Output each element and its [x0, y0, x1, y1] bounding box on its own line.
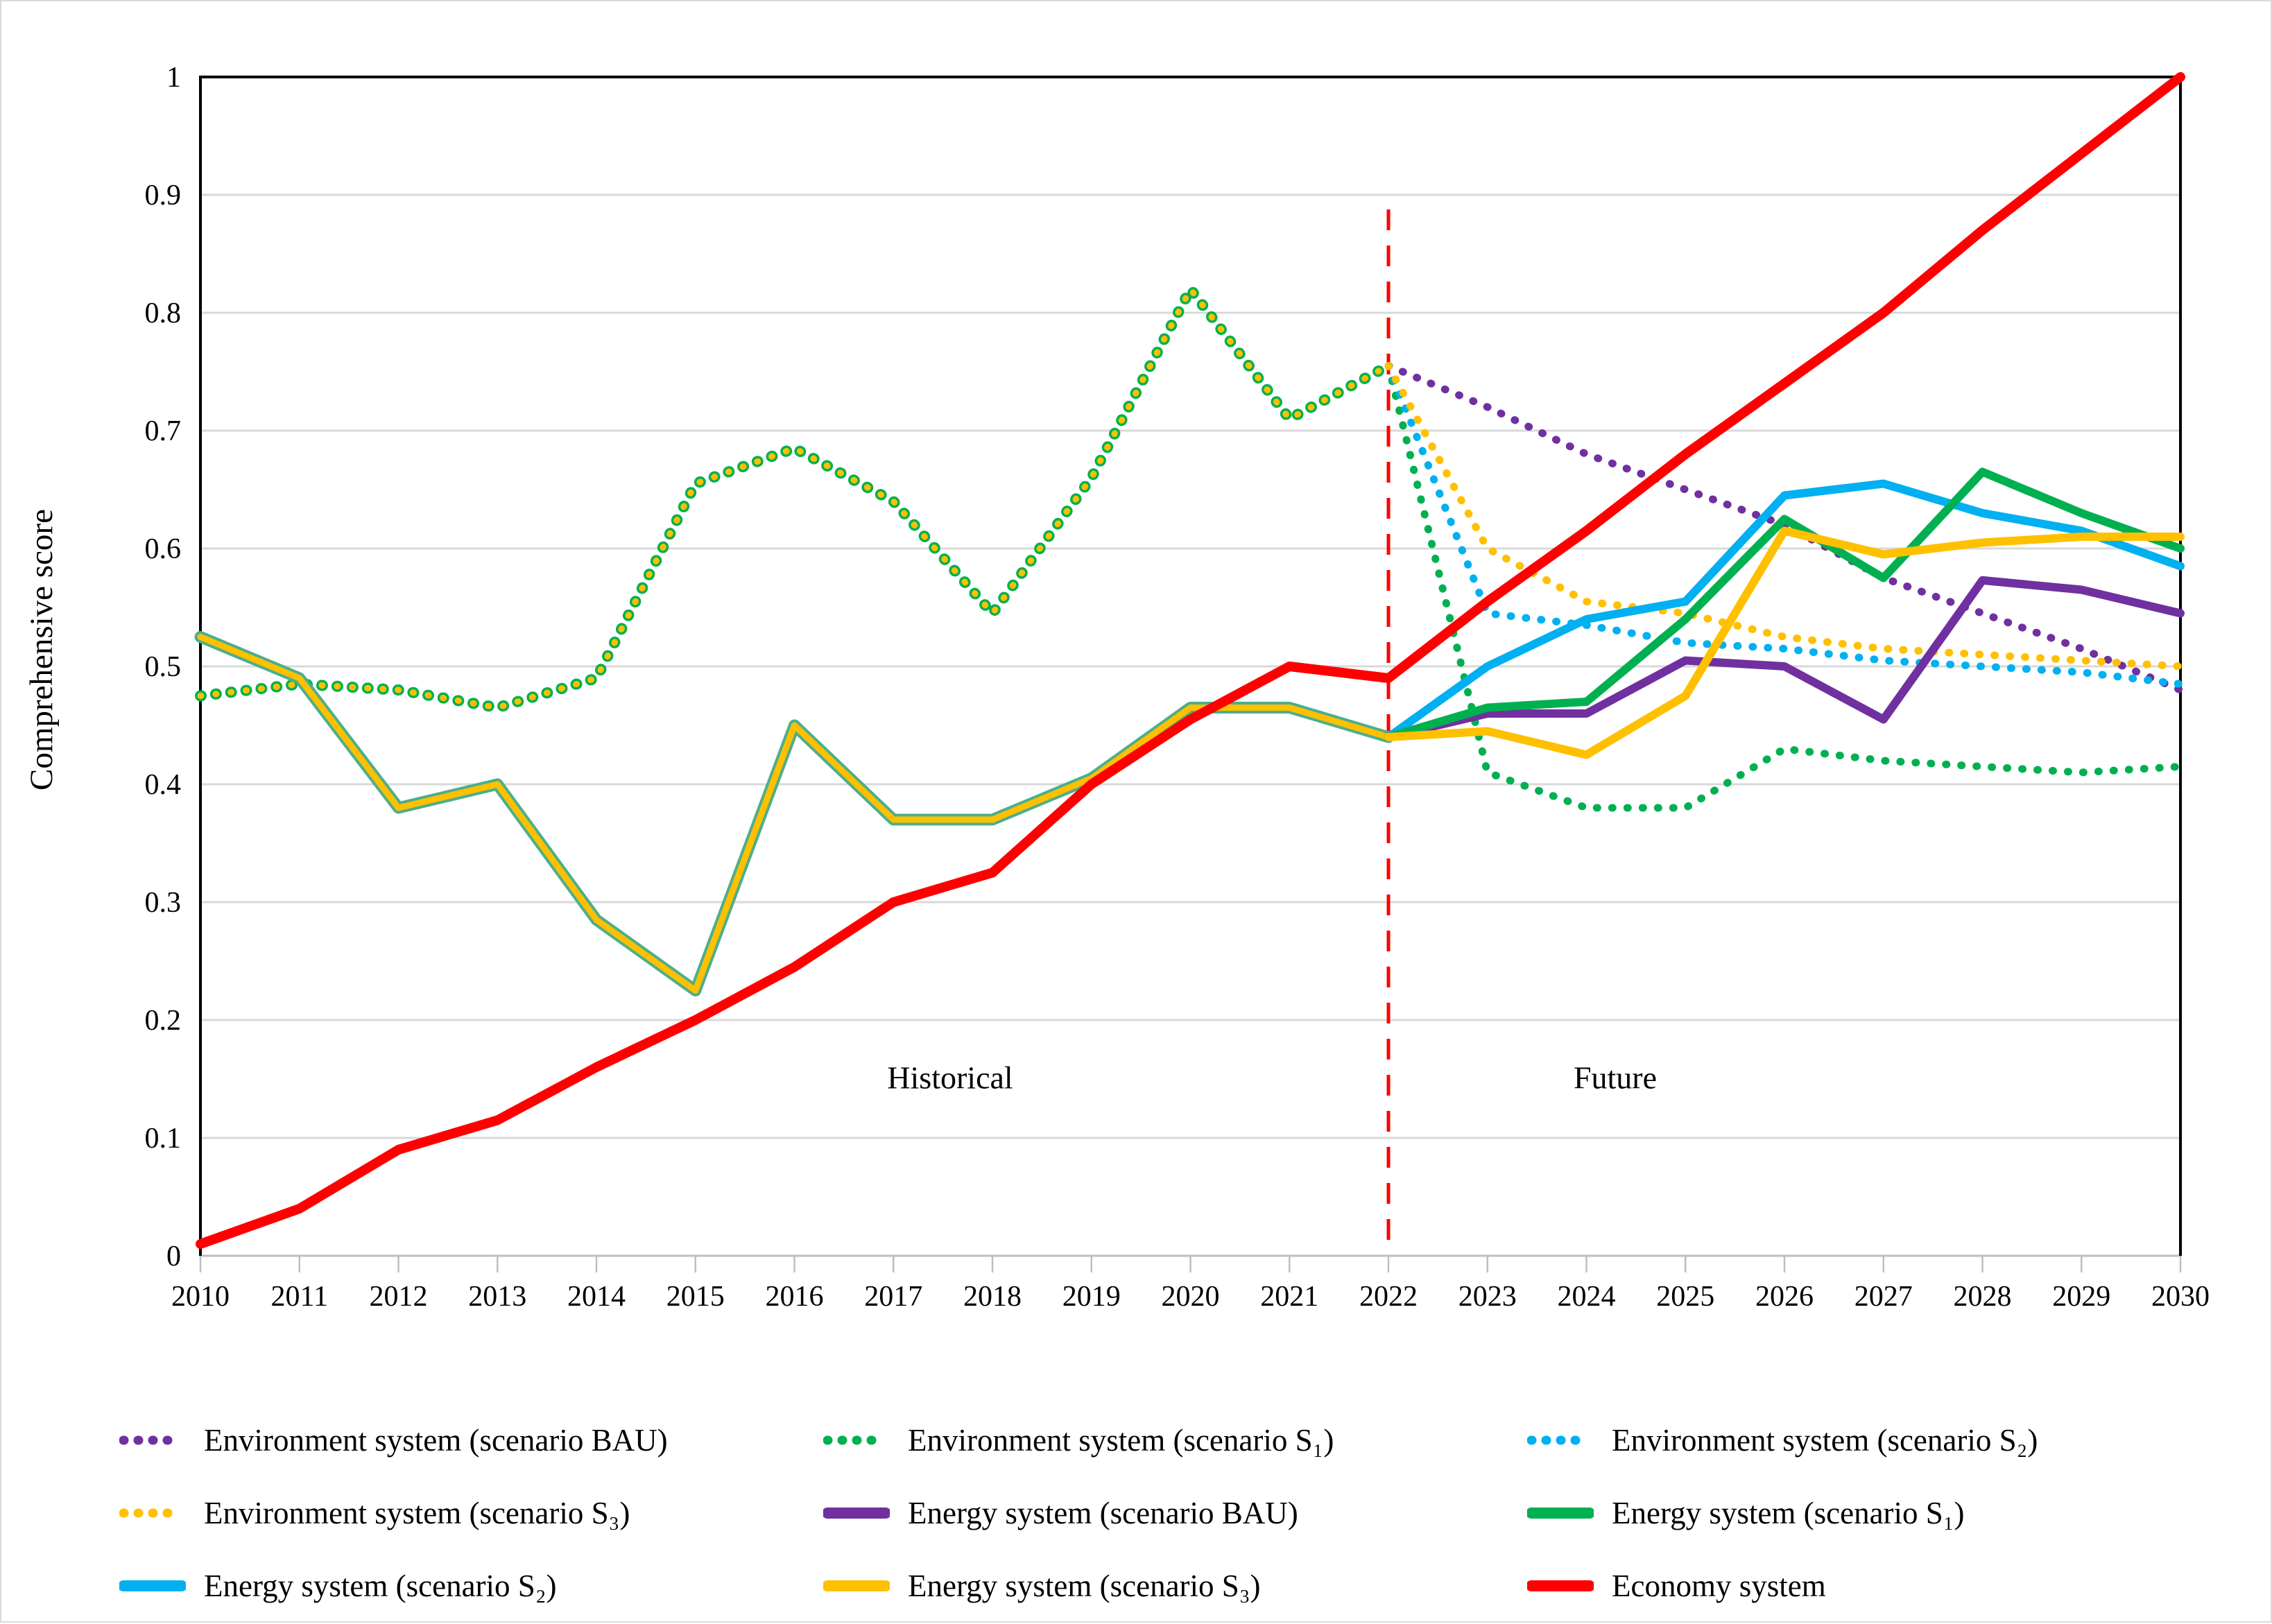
future-period-label: Future — [1573, 1060, 1658, 1096]
x-tick-label: 2016 — [766, 1281, 824, 1313]
series-line — [196, 72, 2185, 1249]
x-tick-label: 2027 — [1854, 1281, 1913, 1313]
legend-item: Environment system (scenario BAU) — [119, 1419, 668, 1461]
y-tick-label: 0.6 — [145, 533, 182, 565]
x-tick-label: 2024 — [1558, 1281, 1616, 1313]
y-tick-label: 0.3 — [145, 887, 182, 919]
y-tick-label: 0.9 — [145, 180, 182, 211]
legend-label: Energy system (scenario BAU) — [908, 1496, 1298, 1530]
chart-legend: Environment system (scenario BAU) Environ… — [1, 1392, 2272, 1624]
legend-label: Environment system (scenario S₁) — [908, 1423, 1334, 1458]
x-tick-label: 2017 — [864, 1281, 922, 1313]
legend-item: Environment system (scenario S₁) — [823, 1419, 1334, 1461]
legend-item: Environment system (scenario S₂) — [1526, 1419, 2038, 1461]
legend-item: Economy system — [1526, 1565, 1826, 1607]
x-tick-label: 2012 — [370, 1281, 428, 1313]
legend-label: Environment system (scenario BAU) — [204, 1423, 668, 1458]
series-line — [1384, 362, 2185, 688]
legend-label: Energy system (scenario S₁) — [1612, 1496, 1965, 1530]
dotted-line-swatch-icon — [119, 1492, 187, 1534]
legend-item: Energy system (scenario BAU) — [822, 1492, 1298, 1534]
series-line — [1384, 526, 2185, 759]
solid-line-swatch-icon — [1526, 1492, 1595, 1534]
series-line — [1384, 362, 2185, 671]
solid-line-swatch-icon — [822, 1492, 891, 1534]
y-tick-label: 0.2 — [145, 1005, 182, 1037]
y-tick-label: 0 — [166, 1241, 181, 1272]
x-tick-label: 2020 — [1162, 1281, 1220, 1313]
x-tick-label: 2029 — [2052, 1281, 2110, 1313]
y-tick-label: 1 — [166, 62, 181, 94]
series-line — [197, 634, 1392, 994]
x-tick-label: 2023 — [1458, 1281, 1517, 1313]
y-tick-label: 0.4 — [145, 769, 182, 801]
dotted-line-swatch-icon — [823, 1419, 890, 1461]
x-tick-label: 2019 — [1062, 1281, 1121, 1313]
x-tick-label: 2011 — [271, 1281, 328, 1313]
y-tick-label: 0.5 — [145, 651, 182, 683]
dotted-line-swatch-icon — [119, 1419, 187, 1461]
series-line — [1384, 576, 2185, 741]
y-tick-label: 0.7 — [145, 415, 182, 447]
x-tick-label: 2025 — [1656, 1281, 1714, 1313]
y-axis-title: Comprehensive score — [24, 509, 60, 791]
series-line — [1384, 467, 2185, 741]
legend-item: Energy system (scenario S₁) — [1526, 1492, 1965, 1534]
legend-label: Energy system (scenario S₃) — [908, 1569, 1261, 1603]
legend-item: Energy system (scenario S₃) — [822, 1565, 1261, 1607]
x-tick-label: 2018 — [963, 1281, 1022, 1313]
x-tick-label: 2028 — [1954, 1281, 2012, 1313]
x-tick-label: 2014 — [567, 1281, 626, 1313]
legend-label: Environment system (scenario S₂) — [1612, 1423, 2038, 1458]
x-tick-label: 2010 — [171, 1281, 230, 1313]
legend-item: Environment system (scenario S₃) — [119, 1492, 630, 1534]
legend-item: Energy system (scenario S₂) — [118, 1565, 557, 1607]
x-tick-label: 2015 — [666, 1281, 725, 1313]
series-line — [197, 286, 1392, 711]
dotted-line-swatch-icon — [1526, 1419, 1594, 1461]
series-line-edge — [195, 284, 1394, 714]
legend-label: Environment system (scenario S₃) — [204, 1496, 630, 1530]
solid-line-swatch-icon — [1526, 1565, 1595, 1607]
y-tick-label: 0.8 — [145, 297, 182, 329]
solid-line-swatch-icon — [822, 1565, 891, 1607]
series-line — [1384, 479, 2185, 741]
solid-line-swatch-icon — [118, 1565, 187, 1607]
legend-label: Energy system (scenario S₂) — [204, 1569, 557, 1603]
x-tick-label: 2013 — [468, 1281, 526, 1313]
legend-label: Economy system — [1612, 1569, 1826, 1603]
x-tick-label: 2026 — [1755, 1281, 1814, 1313]
x-tick-label: 2030 — [2151, 1281, 2210, 1313]
historical-period-label: Historical — [887, 1060, 1013, 1096]
y-tick-label: 0.1 — [145, 1123, 182, 1155]
line-chart: 2010 2011 2012 2013 2014 2015 2016 2017 2018 2019… — [145, 62, 2210, 1313]
x-tick-label: 2021 — [1260, 1281, 1318, 1313]
x-tick-label: 2022 — [1359, 1281, 1418, 1313]
